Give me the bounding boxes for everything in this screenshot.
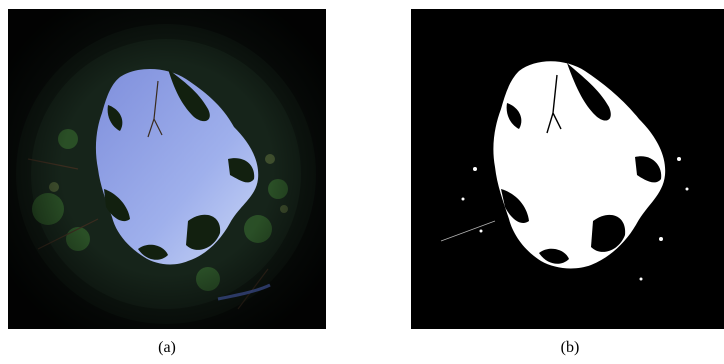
- caption-a: (a): [158, 339, 176, 356]
- mask-sky-region: [493, 61, 666, 269]
- binary-sky-mask: [411, 9, 724, 329]
- caption-b: (b): [560, 339, 580, 356]
- fisheye-canopy-photo: [8, 9, 326, 329]
- mask-canopy-intrusions: [501, 63, 662, 264]
- binary-mask-graphic: [411, 9, 724, 329]
- fisheye-photo-graphic: [8, 9, 326, 329]
